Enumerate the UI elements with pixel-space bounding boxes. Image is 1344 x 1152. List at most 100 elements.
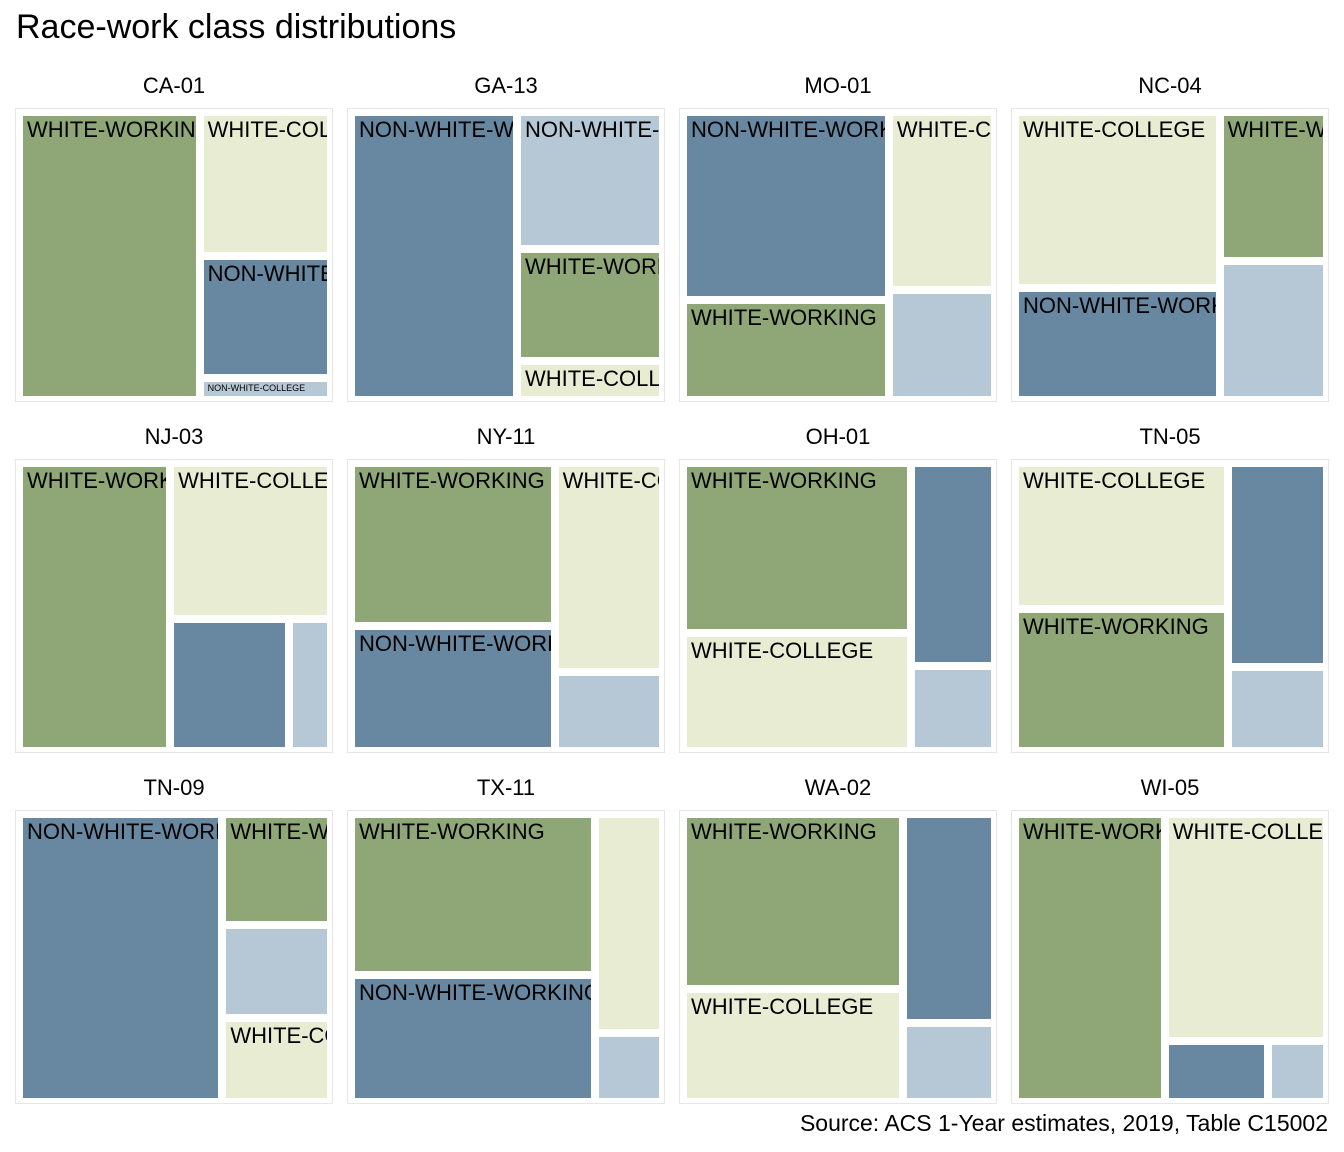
- tile-white-college: WHITE-COLLEGE: [892, 116, 991, 286]
- panel-wi-05: WI-05 WHITE-WORKING WHITE-COLLEGE: [1011, 772, 1329, 1104]
- panel-title: NJ-03: [144, 424, 204, 449]
- tile-white-working: WHITE-WORKING: [1019, 613, 1225, 747]
- panel-title: GA-13: [474, 73, 538, 98]
- tile-label: WHITE-COLLEGE: [562, 468, 659, 493]
- panel-title: OH-01: [805, 424, 871, 449]
- tile-white-college: WHITE-COLLEGE: [1019, 116, 1216, 284]
- panel-wa-02: WA-02 WHITE-WORKING WHITE-COLLEGE: [679, 772, 997, 1104]
- tile-non-white-working: NON-WHITE-WORKING: [355, 116, 513, 396]
- tile-label: WHITE-WORKING: [27, 468, 166, 493]
- tile-label: WHITE-WORKING: [359, 468, 545, 493]
- tile-non-white-working: [1168, 1045, 1264, 1098]
- tile-non-white-working: NON-WHITE-WORKING: [355, 979, 591, 1098]
- tile-label: NON-WHITE-WORKING: [359, 117, 513, 142]
- tile-non-white-working: NON-WHITE-WORKING: [203, 260, 327, 375]
- tile-label: WHITE-WORKING: [1023, 614, 1209, 640]
- tile-label: WHITE-COLLEGE: [1023, 117, 1206, 142]
- panel-ca-01: CA-01 WHITE-WORKING WHITE-COLLEGE NON-WHITE…: [15, 70, 333, 402]
- tile-white-college: WHITE-COLLEGE: [203, 116, 327, 252]
- tile-label: NON-WHITE-WORKING: [207, 261, 327, 286]
- treemap-box: NON-WHITE-WORKING WHITE-WORKING WHITE-COLL…: [679, 108, 997, 402]
- panel-title: TN-05: [1139, 424, 1201, 449]
- tile-non-white-college: [914, 669, 991, 747]
- tile-label: WHITE-WORKING: [1227, 117, 1323, 142]
- treemap-box: WHITE-WORKING WHITE-COLLEGE NON-WHITE-WORK…: [15, 108, 333, 402]
- tile-non-white-college: [1232, 671, 1323, 747]
- tile-non-white-working: [174, 622, 286, 747]
- tile-non-white-working: NON-WHITE-WORKING: [687, 116, 885, 296]
- tile-non-white-working: NON-WHITE-WORKING: [1019, 291, 1216, 396]
- tile-non-white-working: [914, 467, 991, 662]
- tile-white-college: WHITE-COLLEGE: [687, 636, 907, 747]
- tile-label: WHITE-COLLEGE: [524, 365, 659, 391]
- panel-nj-03: NJ-03 WHITE-WORKING WHITE-COLLEGE: [15, 421, 333, 753]
- panel-tn-09: TN-09 NON-WHITE-WORKING WHITE-WORKING WHITE…: [15, 772, 333, 1104]
- tile-white-working: WHITE-WORKING: [1019, 818, 1161, 1098]
- treemap-box: WHITE-WORKING WHITE-COLLEGE: [15, 459, 333, 753]
- tile-white-college: WHITE-COLLEGE: [558, 467, 659, 669]
- tile-non-white-working: [1232, 467, 1323, 664]
- chart-title: Race-work class distributions: [16, 8, 457, 46]
- panel-ny-11: NY-11WHITE-WORKINGNON-WHITE-WORKINGWHITE…: [347, 421, 665, 753]
- tile-label: NON-WHITE-WORKING: [359, 630, 551, 656]
- tile-label: WHITE-WORKING: [359, 819, 545, 844]
- tile-non-white-college: NON-WHITE-COLLEGE: [520, 116, 659, 246]
- tile-label: WHITE-COLLEGE: [178, 468, 327, 493]
- tile-label: WHITE-WORKING: [27, 117, 196, 142]
- tile-non-white-working: [906, 818, 991, 1019]
- tile-label: WHITE-COLLEGE: [230, 1023, 327, 1049]
- tile-non-white-college: [293, 622, 327, 747]
- tile-non-white-working: NON-WHITE-WORKING: [355, 629, 551, 747]
- tile-white-working: WHITE-WORKING: [687, 818, 899, 986]
- tile-label: WHITE-COLLEGE: [691, 637, 874, 663]
- treemap-box: WHITE-WORKING WHITE-COLLEGE: [679, 810, 997, 1104]
- panel-ga-13: GA-13 NON-WHITE-WORKING NON-WHITE-COLLEGE W…: [347, 70, 665, 402]
- tile-non-white-college: [598, 1037, 659, 1098]
- tile-label: WHITE-WORKING: [691, 468, 877, 493]
- tile-white-working: WHITE-WORKING: [226, 818, 327, 922]
- panel-title: WA-02: [804, 775, 872, 800]
- tile-non-white-college: [892, 293, 991, 396]
- tile-label: WHITE-COLLEGE: [691, 994, 874, 1020]
- tile-label: WHITE-COLLEGE: [1172, 819, 1323, 844]
- treemap-box: WHITE-COLLEGE NON-WHITE-WORKING WHITE-WORK…: [1011, 108, 1329, 402]
- tile-white-working: WHITE-WORKING: [687, 467, 907, 629]
- tile-label: WHITE-WORKING: [524, 254, 659, 280]
- tile-white-college: WHITE-COLLEGE: [687, 993, 899, 1098]
- panel-title: WI-05: [1140, 775, 1200, 800]
- tile-white-college: WHITE-COLLEGE: [174, 467, 327, 615]
- panel-title: TN-09: [143, 775, 205, 800]
- treemap-box: WHITE-WORKING WHITE-COLLEGE: [1011, 810, 1329, 1104]
- tile-label: NON-WHITE-COLLEGE: [524, 117, 659, 142]
- panel-title: NY-11: [476, 424, 536, 449]
- panel-title: CA-01: [142, 73, 206, 98]
- treemap-box: WHITE-WORKING NON-WHITE-WORKING WHITE-COLL…: [347, 459, 665, 753]
- tile-non-white-college: [1223, 264, 1323, 396]
- tile-label: WHITE-WORKING: [691, 304, 877, 330]
- tile-white-college: WHITE-COLLEGE: [226, 1022, 327, 1098]
- panel-mo-01: MO-01 NON-WHITE-WORKING WHITE-WORKING WHITE…: [679, 70, 997, 402]
- tile-non-white-college: [558, 676, 659, 747]
- tile-white-working: WHITE-WORKING: [23, 116, 196, 396]
- tile-non-white-college: NON-WHITE-COLLEGE: [203, 382, 327, 396]
- tile-label: NON-WHITE-WORKING: [27, 819, 218, 844]
- tile-white-college: WHITE-COLLEGE: [1168, 818, 1323, 1038]
- tile-label: WHITE-WORKING: [691, 819, 877, 844]
- treemap-box: WHITE-COLLEGE WHITE-WORKING: [1011, 459, 1329, 753]
- chart-caption: Source: ACS 1-Year estimates, 2019, Tabl…: [799, 1110, 1328, 1136]
- panel-nc-04: NC-04WHITE-COLLEGENON-WHITE-WORKINGWHITE…: [1011, 70, 1329, 402]
- treemap-box: NON-WHITE-WORKING WHITE-WORKING WHITE-COLL…: [15, 810, 333, 1104]
- tile-label: WHITE-COLLEGE: [207, 117, 327, 142]
- tile-label: NON-WHITE-WORKING: [1023, 292, 1216, 318]
- panel-title: MO-01: [804, 73, 872, 98]
- tile-non-white-college: [226, 929, 327, 1015]
- tile-white-working: WHITE-WORKING: [520, 253, 659, 357]
- tile-non-white-college: [906, 1026, 991, 1098]
- tile-label: NON-WHITE-WORKING: [691, 117, 885, 142]
- panel-oh-01: OH-01 WHITE-WORKING WHITE-COLLEGE: [679, 421, 997, 753]
- panel-title: TX-11: [476, 775, 536, 800]
- tile-label: WHITE-WORKING: [230, 819, 327, 844]
- tile-white-college: WHITE-COLLEGE: [1019, 467, 1225, 606]
- treemap-box: NON-WHITE-WORKING NON-WHITE-COLLEGE WHITE-…: [347, 108, 665, 402]
